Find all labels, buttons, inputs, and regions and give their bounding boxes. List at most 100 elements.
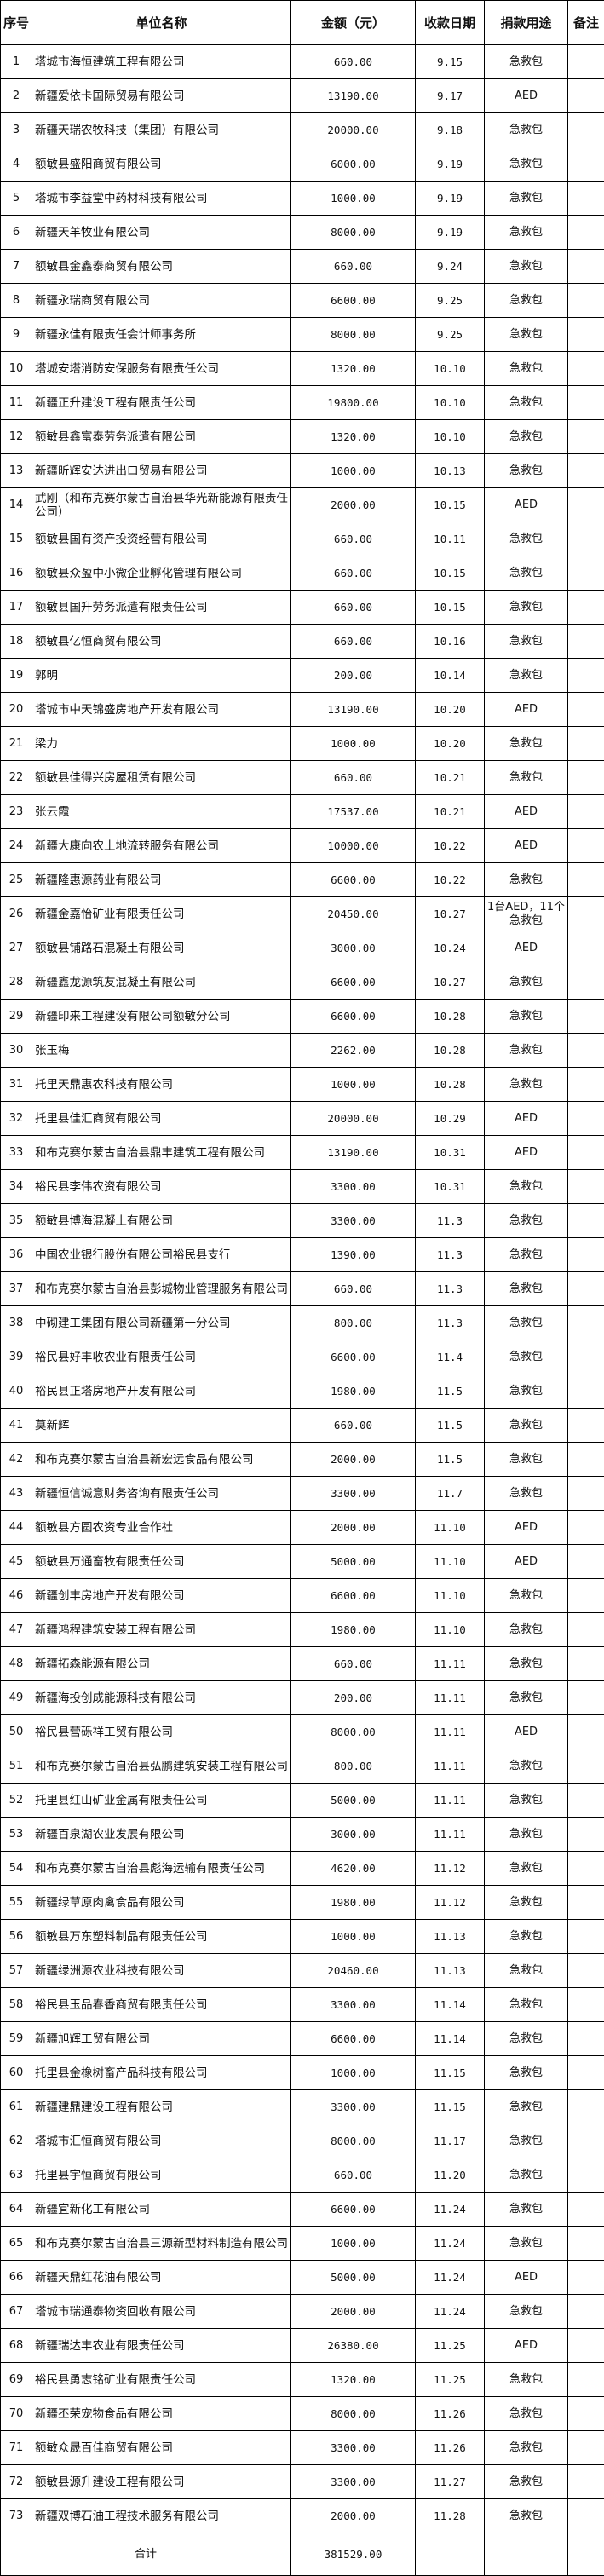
cell-remark: [567, 317, 604, 352]
cell-purpose: 急救包: [484, 1851, 568, 1886]
table-row: 62 塔城市汇恒商贸有限公司 8000.00 11.17 急救包: [0, 2124, 604, 2158]
table-row: 69 裕民县勇志铭矿业有限责任公司 1320.00 11.25 急救包: [0, 2362, 604, 2397]
cell-name: 新疆大康向农土地流转服务有限公司: [32, 828, 291, 863]
cell-seq: 25: [0, 862, 32, 897]
cell-remark: [567, 385, 604, 420]
cell-name: 塔城市中天锦盛房地产开发有限公司: [32, 692, 291, 727]
cell-seq: 65: [0, 2226, 32, 2261]
cell-purpose: 急救包: [484, 1817, 568, 1852]
cell-purpose: 急救包: [484, 1783, 568, 1818]
cell-seq: 60: [0, 2055, 32, 2090]
table-row: 44 额敏县方圆农资专业合作社 2000.00 11.10 AED: [0, 1510, 604, 1545]
cell-purpose: 急救包: [484, 283, 568, 318]
cell-seq: 33: [0, 1135, 32, 1170]
cell-name: 新疆正升建设工程有限责任公司: [32, 385, 291, 420]
cell-date: 11.24: [415, 2294, 485, 2329]
cell-name: 新疆建鼎建设工程有限公司: [32, 2089, 291, 2124]
table-row: 40 裕民县正塔房地产开发有限公司 1980.00 11.5 急救包: [0, 1374, 604, 1409]
cell-seq: 41: [0, 1408, 32, 1443]
cell-remark: [567, 1749, 604, 1784]
cell-purpose: 急救包: [484, 1408, 568, 1443]
cell-remark: [567, 1612, 604, 1647]
table-row: 9 新疆永佳有限责任会计师事务所 8000.00 9.25 急救包: [0, 317, 604, 352]
cell-name: 张玉梅: [32, 1033, 291, 1068]
table-row: 46 新疆创丰房地产开发有限公司 6600.00 11.10 急救包: [0, 1578, 604, 1613]
cell-name: 新疆永瑞商贸有限公司: [32, 283, 291, 318]
cell-seq: 34: [0, 1169, 32, 1204]
table-row: 58 裕民县玉品春香商贸有限责任公司 3300.00 11.14 急救包: [0, 1987, 604, 2022]
table-row: 41 莫新辉 660.00 11.5 急救包: [0, 1408, 604, 1443]
cell-remark: [567, 1680, 604, 1715]
cell-date: 10.15: [415, 556, 485, 591]
cell-purpose: 急救包: [484, 1476, 568, 1511]
table-row: 67 塔城市瑞通泰物资回收有限公司 2000.00 11.24 急救包: [0, 2294, 604, 2329]
cell-seq: 49: [0, 1680, 32, 1715]
cell-amount: 13190.00: [290, 78, 416, 113]
cell-seq: 12: [0, 419, 32, 454]
cell-purpose: AED: [484, 2328, 568, 2363]
cell-remark: [567, 2055, 604, 2090]
table-row: 23 张云霞 17537.00 10.21 AED: [0, 794, 604, 829]
cell-name: 额敏县盛阳商贸有限公司: [32, 147, 291, 182]
cell-name: 塔城市海恒建筑工程有限公司: [32, 44, 291, 79]
cell-name: 额敏县佳得兴房屋租赁有限公司: [32, 760, 291, 795]
cell-date: 11.5: [415, 1374, 485, 1409]
cell-date: 10.31: [415, 1135, 485, 1170]
cell-seq: 50: [0, 1714, 32, 1749]
cell-purpose: AED: [484, 931, 568, 965]
cell-name: 新疆丕荣宠物食品有限公司: [32, 2396, 291, 2431]
cell-seq: 8: [0, 283, 32, 318]
cell-name: 额敏县众盈中小微企业孵化管理有限公司: [32, 556, 291, 591]
cell-remark: [567, 2158, 604, 2193]
cell-purpose: 急救包: [484, 2055, 568, 2090]
cell-amount: 4620.00: [290, 1851, 416, 1886]
cell-amount: 660.00: [290, 760, 416, 795]
total-label: 合计: [0, 2533, 291, 2576]
cell-name: 新疆金嘉怡矿业有限责任公司: [32, 896, 291, 931]
table-row: 55 新疆绿草原肉禽食品有限公司 1980.00 11.12 急救包: [0, 1885, 604, 1920]
header-row: 序号 单位名称 金额（元） 收款日期 捐款用途 备注: [0, 0, 604, 45]
cell-name: 新疆鑫龙源筑友混凝土有限公司: [32, 965, 291, 1000]
cell-amount: 800.00: [290, 1305, 416, 1340]
cell-purpose: 急救包: [484, 419, 568, 454]
cell-amount: 20460.00: [290, 1953, 416, 1988]
cell-name: 塔城市汇恒商贸有限公司: [32, 2124, 291, 2158]
cell-amount: 1980.00: [290, 1612, 416, 1647]
cell-name: 武刚（和布克赛尔蒙古自治县华光新能源有限责任公司）: [32, 487, 291, 522]
table-row: 31 托里天鼎惠农科技有限公司 1000.00 10.28 急救包: [0, 1067, 604, 1102]
cell-purpose: 急救包: [484, 1340, 568, 1374]
cell-date: 11.12: [415, 1851, 485, 1886]
header-seq: 序号: [0, 0, 32, 45]
table-row: 6 新疆天羊牧业有限公司 8000.00 9.19 急救包: [0, 215, 604, 250]
cell-amount: 6600.00: [290, 1578, 416, 1613]
cell-date: 11.7: [415, 1476, 485, 1511]
cell-remark: [567, 2089, 604, 2124]
cell-remark: [567, 1987, 604, 2022]
cell-purpose: 急救包: [484, 44, 568, 79]
cell-date: 11.11: [415, 1646, 485, 1681]
cell-date: 11.24: [415, 2192, 485, 2227]
cell-name: 新疆绿草原肉禽食品有限公司: [32, 1885, 291, 1920]
cell-seq: 52: [0, 1783, 32, 1818]
cell-remark: [567, 2396, 604, 2431]
cell-purpose: 急救包: [484, 522, 568, 556]
table-row: 20 塔城市中天锦盛房地产开发有限公司 13190.00 10.20 AED: [0, 692, 604, 727]
cell-purpose: 急救包: [484, 385, 568, 420]
table-row: 28 新疆鑫龙源筑友混凝土有限公司 6600.00 10.27 急救包: [0, 965, 604, 1000]
cell-seq: 17: [0, 590, 32, 625]
cell-name: 托里县红山矿业金属有限责任公司: [32, 1783, 291, 1818]
table-row: 18 额敏县亿恒商贸有限公司 660.00 10.16 急救包: [0, 624, 604, 659]
cell-date: 11.14: [415, 2021, 485, 2056]
cell-amount: 6600.00: [290, 1340, 416, 1374]
cell-amount: 10000.00: [290, 828, 416, 863]
cell-purpose: AED: [484, 1714, 568, 1749]
cell-purpose: AED: [484, 1101, 568, 1136]
cell-seq: 55: [0, 1885, 32, 1920]
cell-seq: 21: [0, 726, 32, 761]
cell-purpose: 急救包: [484, 2498, 568, 2533]
cell-seq: 40: [0, 1374, 32, 1409]
header-name: 单位名称: [32, 0, 291, 45]
header-amount: 金额（元）: [290, 0, 416, 45]
cell-date: 10.28: [415, 1067, 485, 1102]
